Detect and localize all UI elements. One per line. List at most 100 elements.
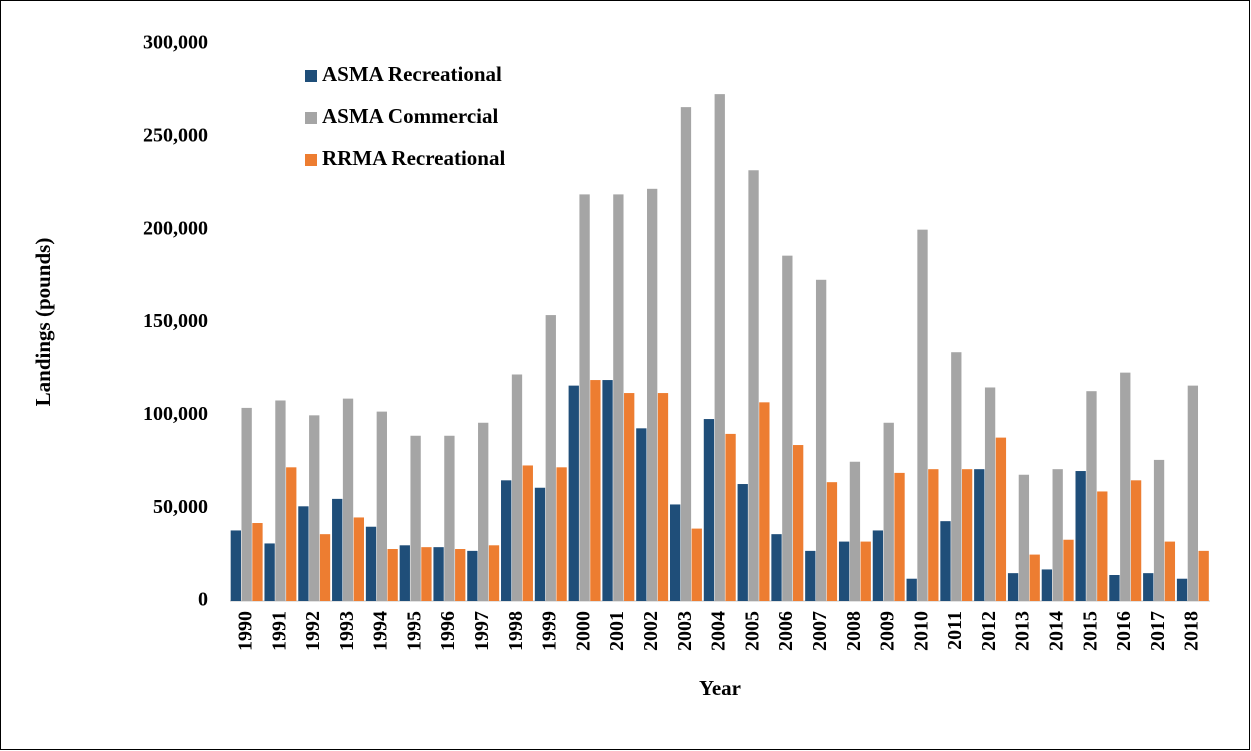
bar [838, 541, 850, 601]
bar [782, 255, 793, 601]
bar [602, 380, 613, 601]
bar [511, 374, 523, 601]
bar [1086, 391, 1097, 601]
bar [748, 170, 759, 601]
legend-label: ASMA Commercial [322, 104, 498, 128]
bar [1187, 385, 1199, 601]
bar [1018, 474, 1030, 601]
bar [647, 188, 658, 601]
x-tick-label: 1996 [437, 611, 459, 651]
x-tick-label: 1993 [336, 611, 358, 651]
x-tick-label: 2013 [1012, 611, 1034, 651]
x-tick-label: 2015 [1079, 611, 1101, 651]
bar [984, 387, 996, 601]
y-tick-label: 300,000 [143, 32, 208, 54]
x-tick-label: 1994 [370, 611, 392, 651]
bar [703, 419, 715, 601]
x-tick-label: 2009 [877, 611, 899, 651]
y-tick-label: 200,000 [143, 217, 208, 239]
bar [478, 422, 489, 601]
y-tick-label: 50,000 [153, 496, 208, 518]
bar [771, 534, 782, 601]
bar [657, 393, 669, 601]
bar [399, 545, 410, 601]
legend-swatch [305, 112, 317, 124]
bar [680, 107, 692, 602]
bar [860, 541, 871, 601]
x-tick-label: 2003 [674, 611, 696, 651]
bar [883, 422, 894, 601]
bar [252, 523, 263, 601]
bar [275, 400, 286, 601]
legend-label: RRMA Recreational [322, 146, 505, 170]
bar [974, 469, 985, 601]
bar [792, 445, 804, 601]
bar [365, 526, 377, 601]
bar [467, 550, 478, 601]
bar [826, 482, 838, 601]
bar [894, 472, 905, 601]
bar [1109, 575, 1120, 601]
bar [1153, 459, 1165, 601]
bar [534, 487, 546, 601]
bar [961, 469, 973, 601]
y-tick-label: 100,000 [143, 403, 208, 425]
bar [1041, 569, 1053, 601]
bar [433, 547, 444, 601]
bar [995, 437, 1007, 601]
bar [332, 498, 343, 601]
bar [815, 279, 827, 601]
bar [917, 229, 928, 601]
x-tick-label: 2007 [809, 611, 831, 651]
bar [928, 469, 939, 601]
bar [1176, 578, 1188, 601]
bar [488, 545, 500, 601]
x-tick-label: 1990 [234, 611, 256, 651]
bar [410, 435, 421, 601]
x-tick-label: 1998 [505, 611, 527, 651]
x-tick-label: 1997 [471, 611, 493, 651]
bar [319, 534, 331, 601]
x-tick-label: 2018 [1181, 611, 1203, 651]
bar [737, 484, 748, 601]
x-tick-label: 2002 [640, 611, 662, 651]
x-tick-label: 2004 [708, 611, 730, 651]
x-tick-label: 2012 [978, 611, 1000, 651]
bar [286, 467, 297, 601]
bar [545, 315, 556, 601]
bar [849, 461, 861, 601]
x-tick-label: 2010 [910, 611, 932, 651]
x-tick-label: 2016 [1113, 611, 1135, 651]
legend-swatch [305, 154, 317, 166]
bar [669, 504, 681, 601]
x-tick-label: 1995 [403, 611, 425, 651]
bar [1097, 491, 1108, 601]
bar [1143, 573, 1154, 601]
bar [421, 547, 432, 601]
x-tick-label: 2001 [606, 611, 628, 651]
bar [444, 435, 455, 601]
bar [522, 465, 533, 601]
bar [264, 543, 275, 601]
bar [1120, 372, 1131, 601]
x-tick-label: 2017 [1147, 611, 1169, 651]
bar [1029, 554, 1040, 601]
x-tick-label: 1992 [302, 611, 324, 651]
bar [387, 549, 398, 601]
x-axis-title: Year [699, 676, 741, 700]
bar [353, 517, 364, 601]
bar [1052, 469, 1063, 601]
bar [691, 528, 702, 601]
bar [590, 380, 601, 601]
y-tick-label: 150,000 [143, 310, 208, 332]
bar [951, 352, 962, 601]
bar [298, 506, 309, 601]
x-tick-label: 2005 [741, 611, 763, 651]
bar [241, 407, 252, 601]
bar [872, 530, 884, 601]
bar [759, 402, 770, 601]
bar [714, 94, 725, 601]
bar [1130, 480, 1142, 601]
bar [1063, 539, 1074, 601]
